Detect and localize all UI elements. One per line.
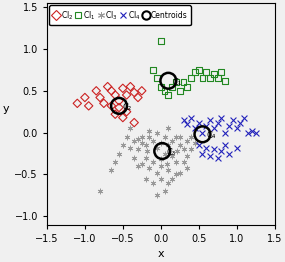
Point — [113, 93, 117, 97]
Point — [238, 121, 243, 125]
Point — [158, 85, 163, 89]
Point — [246, 130, 250, 135]
Point — [223, 79, 227, 83]
Point — [136, 95, 140, 100]
Point — [170, 85, 174, 89]
Point — [178, 89, 182, 93]
Point — [83, 95, 87, 100]
Point — [181, 80, 186, 85]
Legend: Cl$_2$, Cl$_1$, Cl$_3$, Cl$_4$, Centroids: Cl$_2$, Cl$_1$, Cl$_3$, Cl$_4$, Centroid… — [49, 5, 191, 25]
Point — [204, 146, 209, 150]
Point — [211, 147, 216, 151]
Point — [227, 124, 231, 128]
Text: C₄: C₄ — [206, 132, 216, 140]
Point — [117, 105, 121, 110]
Point — [219, 116, 224, 120]
Point — [174, 80, 178, 85]
Point — [227, 151, 231, 156]
Point — [101, 101, 106, 105]
Point — [117, 104, 121, 108]
Point — [234, 146, 239, 150]
Point — [139, 89, 144, 93]
Point — [215, 156, 220, 160]
Point — [132, 121, 137, 125]
Point — [128, 85, 133, 89]
Point — [94, 89, 99, 93]
Point — [208, 154, 212, 158]
Point — [223, 130, 227, 135]
Point — [208, 118, 212, 122]
Point — [200, 130, 205, 135]
Point — [223, 143, 227, 147]
Point — [98, 95, 102, 100]
Point — [86, 104, 91, 108]
Point — [208, 76, 212, 80]
X-axis label: x: x — [157, 249, 164, 259]
Point — [155, 76, 159, 80]
Point — [253, 130, 258, 135]
Point — [132, 90, 137, 95]
Point — [231, 118, 235, 122]
Point — [75, 101, 80, 105]
Point — [109, 89, 114, 93]
Point — [200, 76, 205, 80]
Point — [215, 76, 220, 80]
Point — [121, 86, 125, 90]
Point — [181, 118, 186, 122]
Point — [109, 104, 114, 108]
Point — [158, 39, 163, 43]
Point — [105, 85, 110, 89]
Point — [166, 93, 171, 97]
Point — [185, 122, 190, 126]
Point — [215, 121, 220, 125]
Point — [249, 129, 254, 133]
Point — [185, 85, 190, 89]
Point — [113, 112, 117, 116]
Point — [200, 132, 205, 137]
Point — [196, 68, 201, 72]
Point — [124, 110, 129, 114]
Point — [117, 99, 121, 103]
Point — [193, 70, 197, 74]
Text: C₃: C₃ — [166, 148, 175, 157]
Text: C₁: C₁ — [172, 78, 181, 87]
Point — [211, 126, 216, 130]
Point — [160, 149, 164, 153]
Point — [151, 68, 155, 72]
Point — [121, 116, 125, 120]
Point — [219, 149, 224, 153]
Point — [242, 116, 247, 120]
Point — [162, 89, 167, 93]
Point — [189, 116, 193, 120]
Point — [204, 70, 209, 74]
Point — [200, 151, 205, 156]
Text: C₂: C₂ — [123, 103, 132, 112]
Point — [219, 70, 224, 74]
Point — [196, 143, 201, 147]
Point — [234, 126, 239, 130]
Point — [204, 124, 209, 128]
Point — [189, 76, 193, 80]
Point — [166, 79, 171, 83]
Point — [124, 93, 129, 97]
Point — [196, 121, 201, 125]
Point — [193, 126, 197, 130]
Y-axis label: y: y — [3, 104, 9, 114]
Point — [211, 72, 216, 76]
